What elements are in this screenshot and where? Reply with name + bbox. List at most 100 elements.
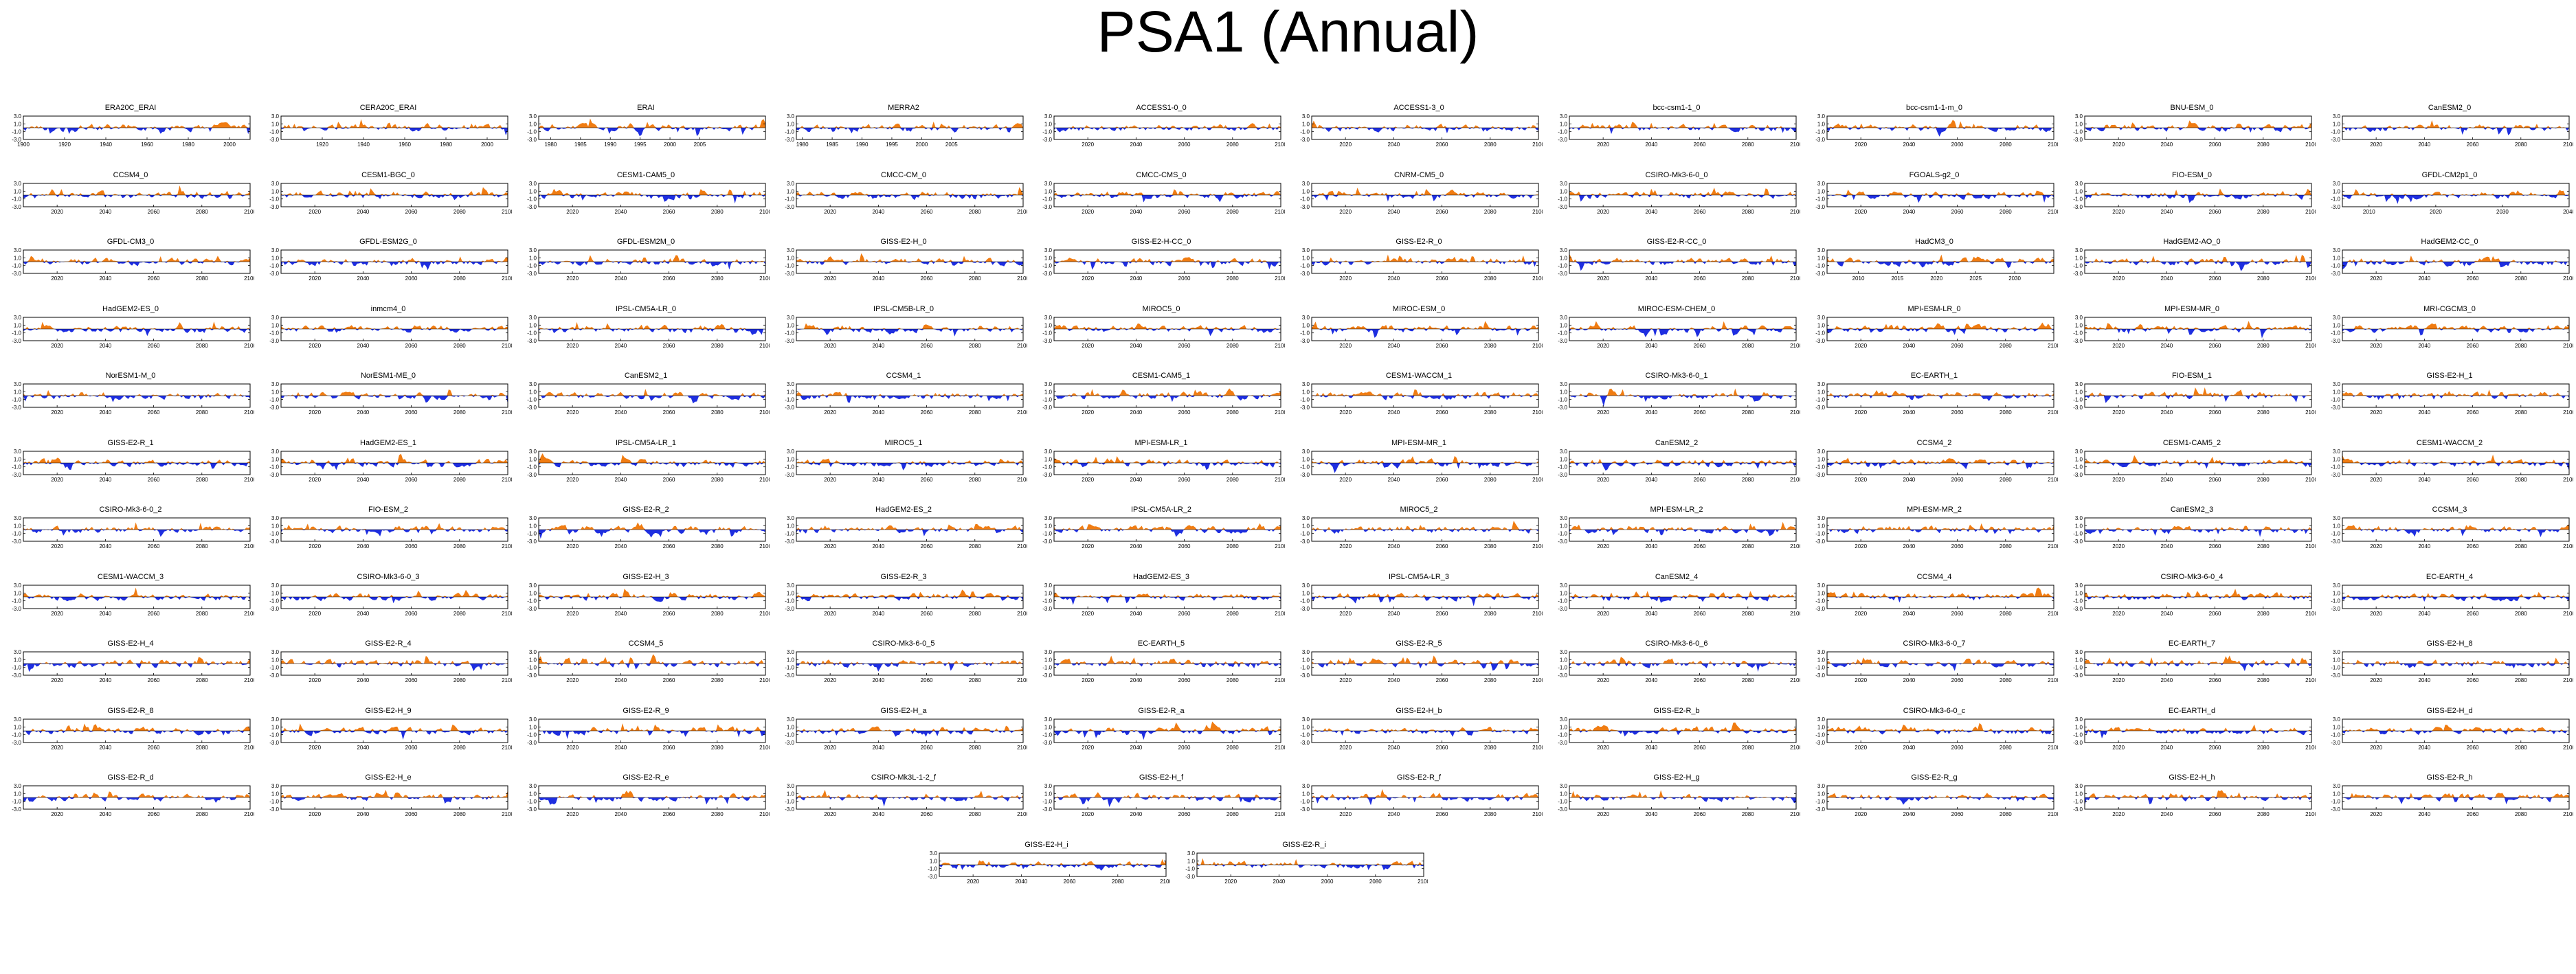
y-tick-label: -1.0: [1300, 330, 1310, 336]
negative-anomaly-area: [1569, 664, 1796, 672]
panel-title: GISS-E2-H_0: [880, 238, 927, 246]
x-tick-label: 2080: [2515, 811, 2527, 817]
chart-panel: CNRM-CM5_0 3.0 1.0 -1.0 -3.0 2020 2040 2060 2080…: [1295, 170, 1543, 232]
y-tick-label: -3.0: [785, 806, 794, 813]
panel-plot: 3.01.0-1.0-3.020202040206020802100: [785, 247, 1027, 282]
x-tick-label: 2100: [759, 275, 770, 282]
x-tick-label: 2040: [357, 677, 369, 683]
plot-frame: [538, 718, 766, 743]
x-tick-label: 2020: [51, 745, 63, 751]
positive-anomaly-area: [539, 588, 765, 597]
x-tick-label: 2060: [1436, 343, 1448, 349]
x-tick-label: 2100: [1790, 477, 1800, 483]
x-tick-label: 2020: [1082, 543, 1094, 550]
x-tick-label: 2020: [1855, 811, 1867, 817]
panel-plot: 3.01.0-1.0-3.020202040206020802100: [2073, 783, 2316, 817]
plot-frame: [2342, 785, 2570, 810]
y-tick-label: 1.0: [1817, 255, 1826, 261]
y-tick-label: 3.0: [1302, 649, 1310, 655]
negative-anomaly-area: [1054, 797, 1281, 807]
plot-frame: [280, 651, 508, 676]
y-tick-label: 3.0: [14, 181, 22, 187]
y-tick-label: 1.0: [2075, 389, 2083, 395]
y-tick-label: 3.0: [1044, 582, 1053, 589]
panel-plot: 3.01.0-1.0-3.02010202020302040: [2331, 181, 2573, 215]
y-tick-label: -3.0: [1815, 539, 1825, 545]
x-tick-label: 2020: [2370, 543, 2382, 550]
positive-anomaly-area: [1827, 793, 2054, 797]
y-tick-label: 1.0: [14, 657, 22, 663]
plot-frame: [1826, 451, 2054, 475]
x-tick-label: 2040: [1130, 677, 1142, 683]
panel-plot: 3.01.0-1.0-3.020202040206020802100: [1300, 449, 1543, 483]
x-tick-label: 2080: [969, 343, 981, 349]
panel-title: CanESM2_0: [2428, 104, 2472, 112]
panel-plot: 3.01.0-1.0-3.020202040206020802100: [2331, 582, 2573, 617]
plot-frame: [1569, 651, 1797, 676]
x-tick-label: 2040: [2160, 343, 2173, 349]
positive-anomaly-area: [1569, 122, 1796, 128]
negative-anomaly-area: [1827, 530, 2054, 534]
x-tick-label: 2080: [453, 209, 466, 215]
page-title: PSA1 (Annual): [1097, 0, 1479, 64]
y-tick-label: 1.0: [787, 791, 795, 797]
chart-panel: CanESM2_1 3.0 1.0 -1.0 -3.0 2020 2040 2060 2080 2…: [522, 371, 770, 433]
x-tick-label: 2100: [244, 745, 254, 751]
y-tick-label: 3.0: [2075, 381, 2083, 387]
positive-anomaly-area: [1827, 254, 2054, 262]
negative-anomaly-area: [23, 128, 250, 135]
negative-anomaly-area: [1312, 664, 1538, 671]
y-tick-label: 3.0: [2333, 315, 2341, 321]
x-tick-label: 2040: [1645, 343, 1657, 349]
negative-anomaly-area: [1827, 328, 2054, 335]
x-tick-label: 2100: [1275, 209, 1285, 215]
x-tick-label: 2080: [2257, 745, 2270, 751]
panel-plot: 3.01.0-1.0-3.020202040206020802100: [2331, 649, 2573, 683]
negative-anomaly-area: [939, 864, 1166, 871]
panel-title: GISS-E2-R_e: [623, 773, 669, 782]
panel-title: MPI-ESM-MR_2: [1906, 506, 1962, 514]
x-tick-label: 2020: [2370, 409, 2382, 416]
y-tick-label: -1.0: [2331, 196, 2340, 202]
panel-plot: 3.01.0-1.0-3.020202040206020802100: [2073, 381, 2316, 416]
positive-anomaly-area: [1827, 457, 2054, 463]
panel-plot: 3.01.0-1.0-3.020202040206020802100: [1042, 181, 1285, 215]
positive-anomaly-area: [2085, 254, 2311, 262]
plot-frame: [2084, 718, 2312, 743]
panel-title: EC-EARTH_4: [2426, 572, 2474, 581]
y-tick-label: 1.0: [1302, 590, 1310, 596]
y-tick-label: -1.0: [12, 732, 21, 738]
y-tick-label: 3.0: [271, 381, 280, 387]
panel-title: IPSL-CM5A-LR_0: [615, 304, 677, 313]
chart-panel: HadGEM2-ES_0 3.0 1.0 -1.0 -3.0 2020 2040 2060 20…: [7, 304, 254, 366]
x-tick-label: 2020: [566, 209, 579, 215]
x-tick-label: 2060: [1436, 409, 1448, 416]
negative-anomaly-area: [796, 664, 1023, 672]
y-tick-label: 3.0: [14, 515, 22, 521]
y-tick-label: -3.0: [1042, 472, 1052, 478]
panel-plot: 3.01.0-1.0-3.020202040206020802100: [527, 247, 770, 282]
chart-panel: EC-EARTH_1 3.0 1.0 -1.0 -3.0 2020 2040 2060 2080…: [1811, 371, 2058, 433]
plot-frame: [796, 785, 1024, 810]
y-tick-label: 1.0: [1044, 322, 1053, 328]
y-tick-label: 1.0: [1044, 523, 1053, 529]
plot-frame: [280, 249, 508, 274]
x-tick-label: 2080: [1484, 543, 1497, 550]
plot-frame: [538, 451, 766, 475]
x-tick-label: 2060: [2209, 275, 2221, 282]
x-tick-label: 2020: [1597, 677, 1609, 683]
y-tick-label: -1.0: [1815, 196, 1825, 202]
panel-plot: 3.01.0-1.0-3.020202040206020802100: [1042, 381, 1285, 416]
plot-frame: [280, 183, 508, 207]
chart-panel: MERRA2 3.0 1.0 -1.0 -3.0 1980 1985 1990 1995 2000…: [780, 103, 1027, 165]
y-tick-label: -3.0: [2073, 338, 2083, 344]
x-tick-label: 2040: [357, 543, 369, 550]
plot-frame: [538, 249, 766, 274]
panel-title: GISS-E2-R_d: [107, 773, 154, 782]
plot-frame: [939, 852, 1167, 876]
y-tick-label: -3.0: [12, 204, 21, 210]
panel-title: EC-EARTH_d: [2168, 706, 2216, 715]
x-tick-label: 2100: [2305, 141, 2316, 148]
y-tick-label: 3.0: [787, 515, 795, 521]
x-tick-label: 2060: [1436, 811, 1448, 817]
